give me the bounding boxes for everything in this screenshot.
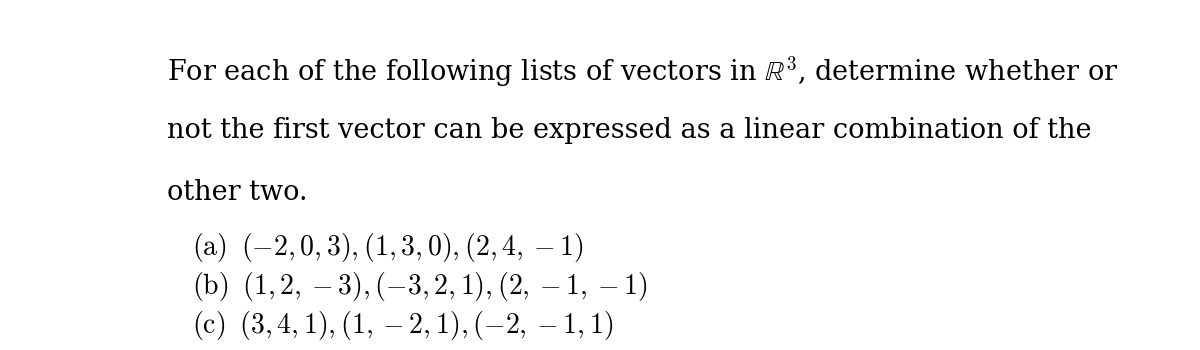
Text: $\mathrm{(a)}\;\;(-2,0,3),(1,3,0),(2,4,-1)$: $\mathrm{(a)}\;\;(-2,0,3),(1,3,0),(2,4,-… xyxy=(192,231,583,264)
Text: $\mathrm{(c)}\;\;(3,4,1),(1,-2,1),(-2,-1,1)$: $\mathrm{(c)}\;\;(3,4,1),(1,-2,1),(-2,-1… xyxy=(192,309,613,342)
Text: $\mathrm{(b)}\;\;(1,2,-3),(-3,2,1),(2,-1,-1)$: $\mathrm{(b)}\;\;(1,2,-3),(-3,2,1),(2,-1… xyxy=(192,270,648,303)
Text: For each of the following lists of vectors in $\mathbb{R}^3$, determine whether : For each of the following lists of vecto… xyxy=(167,54,1118,90)
Text: other two.: other two. xyxy=(167,180,307,206)
Text: not the first vector can be expressed as a linear combination of the: not the first vector can be expressed as… xyxy=(167,118,1091,145)
